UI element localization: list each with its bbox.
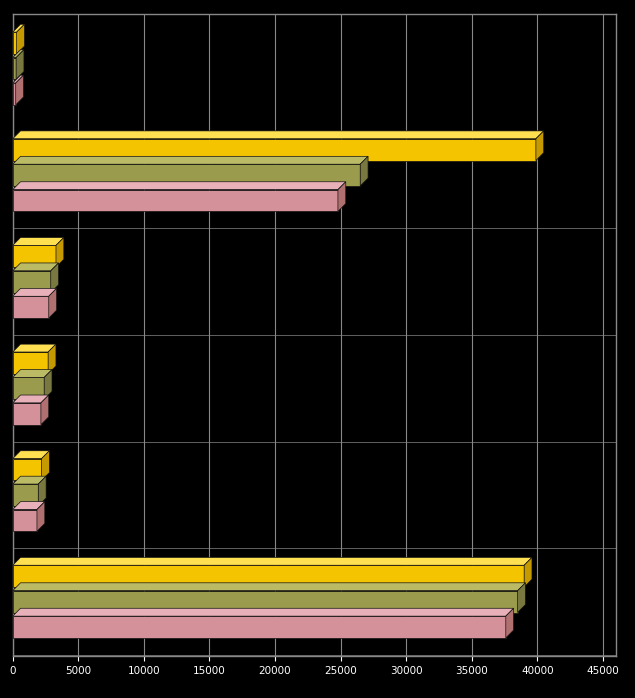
Polygon shape — [41, 395, 49, 424]
Polygon shape — [13, 608, 514, 616]
Polygon shape — [13, 369, 52, 378]
Polygon shape — [16, 75, 23, 105]
Polygon shape — [13, 583, 525, 591]
Polygon shape — [48, 344, 56, 374]
Polygon shape — [536, 131, 544, 161]
Bar — [13, 565, 524, 587]
Bar — [13, 83, 16, 105]
Bar — [13, 164, 360, 186]
Polygon shape — [338, 181, 346, 211]
Polygon shape — [13, 558, 532, 565]
Polygon shape — [518, 583, 525, 613]
Polygon shape — [44, 369, 52, 399]
Bar — [13, 296, 49, 318]
Bar — [13, 403, 41, 424]
Polygon shape — [13, 344, 56, 352]
Bar — [13, 57, 16, 80]
Bar — [13, 139, 536, 161]
Polygon shape — [38, 476, 46, 506]
Bar — [13, 246, 56, 267]
Polygon shape — [524, 558, 532, 587]
Polygon shape — [41, 451, 50, 480]
Bar — [13, 616, 506, 638]
Polygon shape — [13, 156, 368, 164]
Bar — [13, 352, 48, 374]
Polygon shape — [360, 156, 368, 186]
Polygon shape — [13, 237, 64, 246]
Polygon shape — [506, 608, 514, 638]
Polygon shape — [16, 50, 24, 80]
Polygon shape — [49, 288, 57, 318]
Polygon shape — [13, 181, 346, 190]
Polygon shape — [13, 24, 25, 32]
Bar — [13, 32, 17, 54]
Polygon shape — [13, 395, 49, 403]
Bar — [13, 271, 51, 292]
Polygon shape — [13, 502, 45, 510]
Polygon shape — [17, 24, 25, 54]
Polygon shape — [13, 263, 58, 271]
Polygon shape — [13, 288, 57, 296]
Polygon shape — [13, 50, 24, 57]
Bar — [13, 459, 41, 480]
Polygon shape — [13, 131, 544, 139]
Bar — [13, 510, 37, 531]
Bar — [13, 591, 518, 613]
Polygon shape — [37, 502, 45, 531]
Polygon shape — [13, 476, 46, 484]
Polygon shape — [51, 263, 58, 292]
Polygon shape — [13, 75, 23, 83]
Bar — [13, 190, 338, 211]
Polygon shape — [13, 451, 50, 459]
Polygon shape — [56, 237, 64, 267]
Bar — [13, 378, 44, 399]
Bar — [13, 484, 38, 506]
